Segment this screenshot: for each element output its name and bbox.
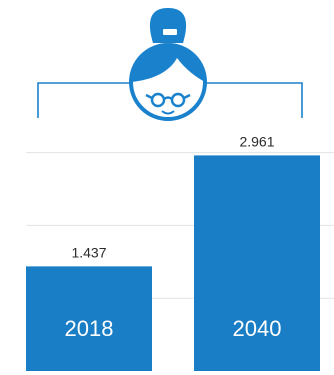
bars: 1.437 2018 2.961 2040 [26,133,320,371]
bracket-line [37,82,303,118]
hair-fringe [131,45,205,82]
value-label-2040: 2.961 [239,133,274,149]
grandmother-with-glasses-icon [37,8,303,121]
category-label-2040: 2040 [233,316,282,341]
glasses [145,92,191,108]
bar-2040 [194,155,320,371]
hair-bun [149,8,187,43]
value-label-2018: 1.437 [71,244,106,260]
hair-band [163,29,177,35]
smile [161,110,175,115]
bar-2018 [26,266,152,371]
category-label-2018: 2018 [65,316,114,341]
